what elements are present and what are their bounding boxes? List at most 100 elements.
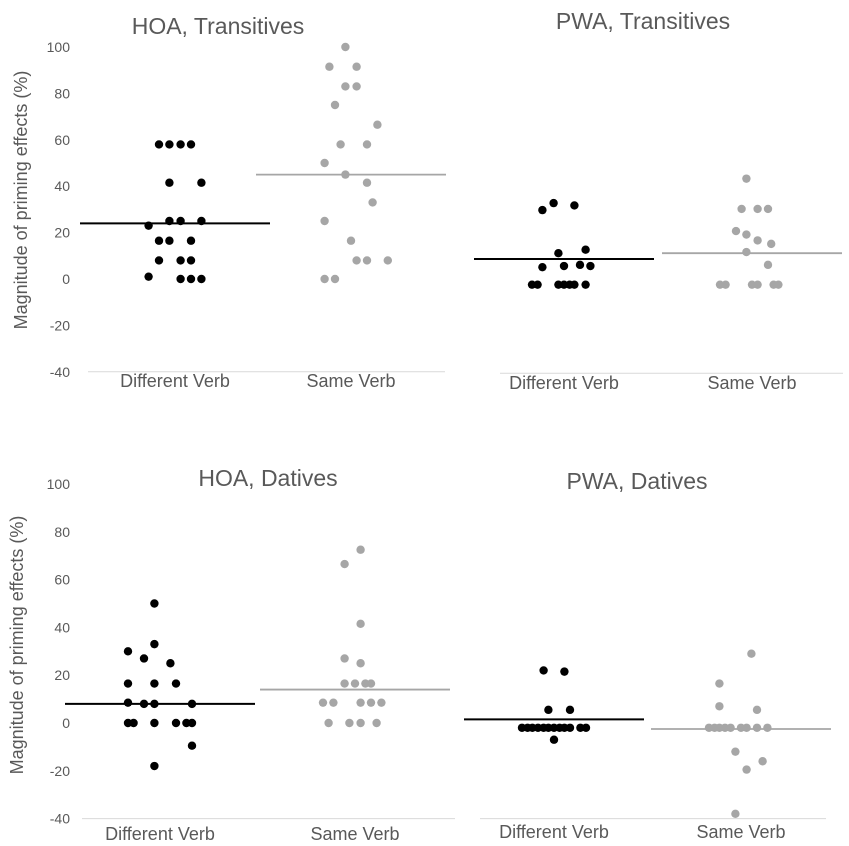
data-point	[341, 170, 350, 179]
data-point	[186, 236, 196, 245]
data-point	[352, 62, 361, 71]
data-point	[129, 718, 138, 728]
data-point	[150, 761, 159, 771]
data-point	[565, 705, 575, 715]
data-point	[366, 679, 376, 688]
data-point	[742, 765, 751, 774]
data-point	[356, 718, 365, 728]
data-point	[565, 723, 575, 732]
data-point	[144, 272, 153, 281]
data-point	[581, 723, 591, 732]
data-point	[154, 256, 164, 265]
category-label: Same Verb	[707, 373, 796, 393]
data-point	[774, 280, 783, 289]
data-point	[753, 280, 762, 289]
y-tick-label: 20	[54, 667, 70, 683]
data-point	[187, 741, 197, 750]
data-point	[570, 280, 579, 289]
panel-title: PWA, Transitives	[556, 8, 730, 34]
data-point	[340, 559, 349, 569]
category-label: Same Verb	[310, 824, 399, 844]
data-point	[731, 226, 741, 236]
data-point	[139, 654, 149, 663]
data-point	[731, 747, 740, 756]
data-point	[187, 699, 197, 709]
category-labels: Different Verb Same Verb	[105, 824, 399, 844]
data-point	[123, 679, 133, 688]
data-point	[554, 249, 563, 258]
data-point	[377, 698, 386, 707]
y-axis-title: Magnitude of priming effects (%)	[7, 516, 27, 775]
data-point	[150, 699, 159, 709]
data-point	[165, 178, 174, 187]
data-point	[341, 42, 350, 52]
data-point	[340, 654, 349, 663]
data-point	[186, 140, 196, 149]
data-point	[320, 216, 329, 226]
data-point	[340, 679, 349, 688]
data-point	[752, 705, 762, 715]
y-ticks: -40 -20 0 20 40 60 80 100	[47, 476, 71, 827]
data-point	[373, 120, 382, 129]
data-points	[464, 649, 831, 819]
data-point	[352, 256, 361, 265]
data-point	[742, 723, 751, 732]
data-point	[166, 659, 175, 668]
data-point	[176, 274, 185, 284]
data-point	[330, 100, 340, 110]
y-tick-label: 20	[54, 225, 70, 241]
category-label: Different Verb	[105, 824, 215, 844]
data-point	[123, 647, 133, 656]
data-point	[165, 236, 174, 245]
y-tick-label: 40	[54, 178, 70, 194]
data-point	[150, 639, 159, 649]
data-point	[753, 236, 762, 245]
data-point	[758, 757, 767, 766]
data-point	[186, 256, 196, 265]
data-point	[763, 723, 772, 732]
data-point	[372, 718, 381, 728]
data-point	[320, 274, 329, 284]
data-point	[721, 280, 730, 289]
data-point	[356, 619, 365, 629]
data-point	[150, 718, 159, 728]
data-point	[154, 236, 164, 245]
data-point	[560, 667, 569, 676]
data-point	[356, 659, 365, 668]
data-point	[176, 216, 185, 226]
data-point	[356, 698, 365, 707]
data-point	[330, 274, 340, 284]
data-point	[715, 679, 724, 688]
data-point	[165, 140, 174, 149]
y-tick-label: 80	[54, 85, 70, 101]
data-point	[350, 679, 360, 688]
data-point	[325, 62, 334, 71]
y-tick-label: -40	[50, 811, 70, 827]
data-point	[150, 679, 159, 688]
category-label: Same Verb	[306, 371, 395, 391]
data-point	[581, 280, 590, 289]
y-axis-title: Magnitude of priming effects (%)	[11, 71, 31, 330]
data-point	[742, 247, 751, 257]
data-point	[539, 666, 548, 675]
data-point	[197, 216, 206, 226]
data-point	[352, 82, 361, 91]
category-label: Same Verb	[696, 822, 785, 842]
data-point	[715, 702, 724, 711]
data-point	[362, 140, 372, 149]
data-point	[586, 261, 595, 271]
data-point	[544, 705, 553, 715]
y-tick-label: -20	[50, 317, 70, 333]
data-point	[320, 158, 329, 168]
data-point	[533, 280, 542, 289]
y-tick-label: -20	[50, 763, 70, 779]
category-label: Different Verb	[120, 371, 230, 391]
data-point	[581, 245, 590, 254]
data-point	[731, 809, 740, 819]
panel-title: HOA, Transitives	[132, 13, 305, 39]
category-labels: Different Verb Same Verb	[120, 371, 395, 391]
data-point	[763, 204, 773, 214]
data-point	[197, 178, 206, 187]
data-point	[346, 236, 356, 245]
